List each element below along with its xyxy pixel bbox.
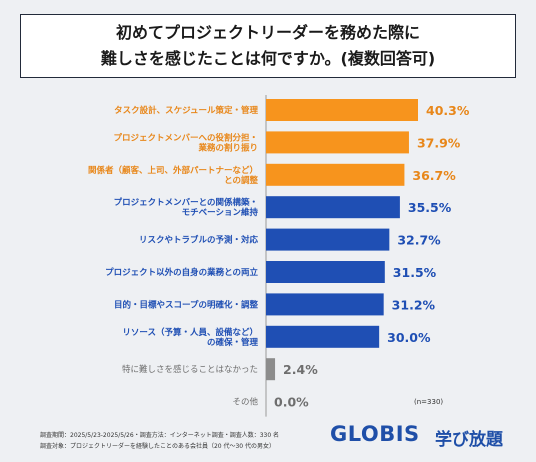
survey-period-note: 調査期間：2025/5/23-2025/5/26・調査方法：インターネット調査・… [40, 432, 280, 439]
category-label-7-0: リソース（予算・人員、設備など） [122, 327, 258, 338]
category-label-0-0: タスク設計、スケジュール策定・管理 [114, 105, 258, 116]
category-label-1-1: 業務の割り振り [197, 142, 258, 153]
value-label-4: 32.7% [397, 233, 441, 248]
category-label-9-0: その他 [232, 397, 258, 408]
value-label-2: 36.7% [412, 168, 456, 183]
logo-service-name: 学び放題 [435, 430, 503, 450]
category-label-2-1: との調整 [224, 175, 258, 186]
sample-size-label: (n=330) [414, 398, 444, 406]
value-label-6: 31.2% [392, 297, 436, 312]
category-label-4-0: リスクやトラブルの予測・対応 [139, 235, 259, 246]
bar-7 [266, 325, 380, 348]
title-box: 初めてプロジェクトリーダーを務めた際に 難しさを感じたことは何ですか。(複数回答… [20, 14, 516, 78]
bar-2 [266, 163, 405, 186]
survey-target-note: 調査対象：プロジェクトリーダーを経験したことのある会社員（20 代～30 代の男… [40, 443, 276, 450]
category-label-2-0: 関係者（顧客、上司、外部パートナーなど） [88, 165, 258, 176]
value-label-8: 2.4% [283, 362, 318, 377]
value-label-5: 31.5% [393, 265, 437, 280]
category-label-5-0: プロジェクト以外の自身の業務との両立 [105, 267, 258, 278]
value-label-3: 35.5% [408, 200, 452, 215]
category-label-6-0: 目的・目標やスコープの明確化・調整 [114, 299, 258, 310]
value-label-7: 30.0% [387, 330, 431, 345]
chart-title-line2: 難しさを感じたことは何ですか。(複数回答可) [100, 49, 436, 68]
category-label-1-0: プロジェクトメンバーへの役割分担・ [113, 132, 258, 143]
bar-1 [266, 131, 409, 154]
bar-6 [266, 293, 384, 316]
category-label-8-0: 特に難しさを感じることはなかった [122, 364, 258, 375]
category-label-3-1: モチベーション維持 [182, 207, 259, 218]
chart-title-line1: 初めてプロジェクトリーダーを務めた際に [115, 23, 420, 42]
category-label-7-1: の確保・管理 [207, 337, 259, 348]
bar-0 [266, 99, 418, 121]
bar-5 [266, 261, 385, 283]
bar-8 [266, 358, 276, 381]
bar-3 [266, 196, 400, 219]
value-label-9: 0.0% [274, 395, 309, 410]
globis-logo: GLOBIS [330, 422, 420, 446]
value-label-1: 37.9% [417, 135, 461, 150]
category-label-3-0: プロジェクトメンバーとの関係構築・ [114, 197, 258, 208]
bar-4 [266, 228, 390, 251]
value-label-0: 40.3% [426, 103, 470, 118]
